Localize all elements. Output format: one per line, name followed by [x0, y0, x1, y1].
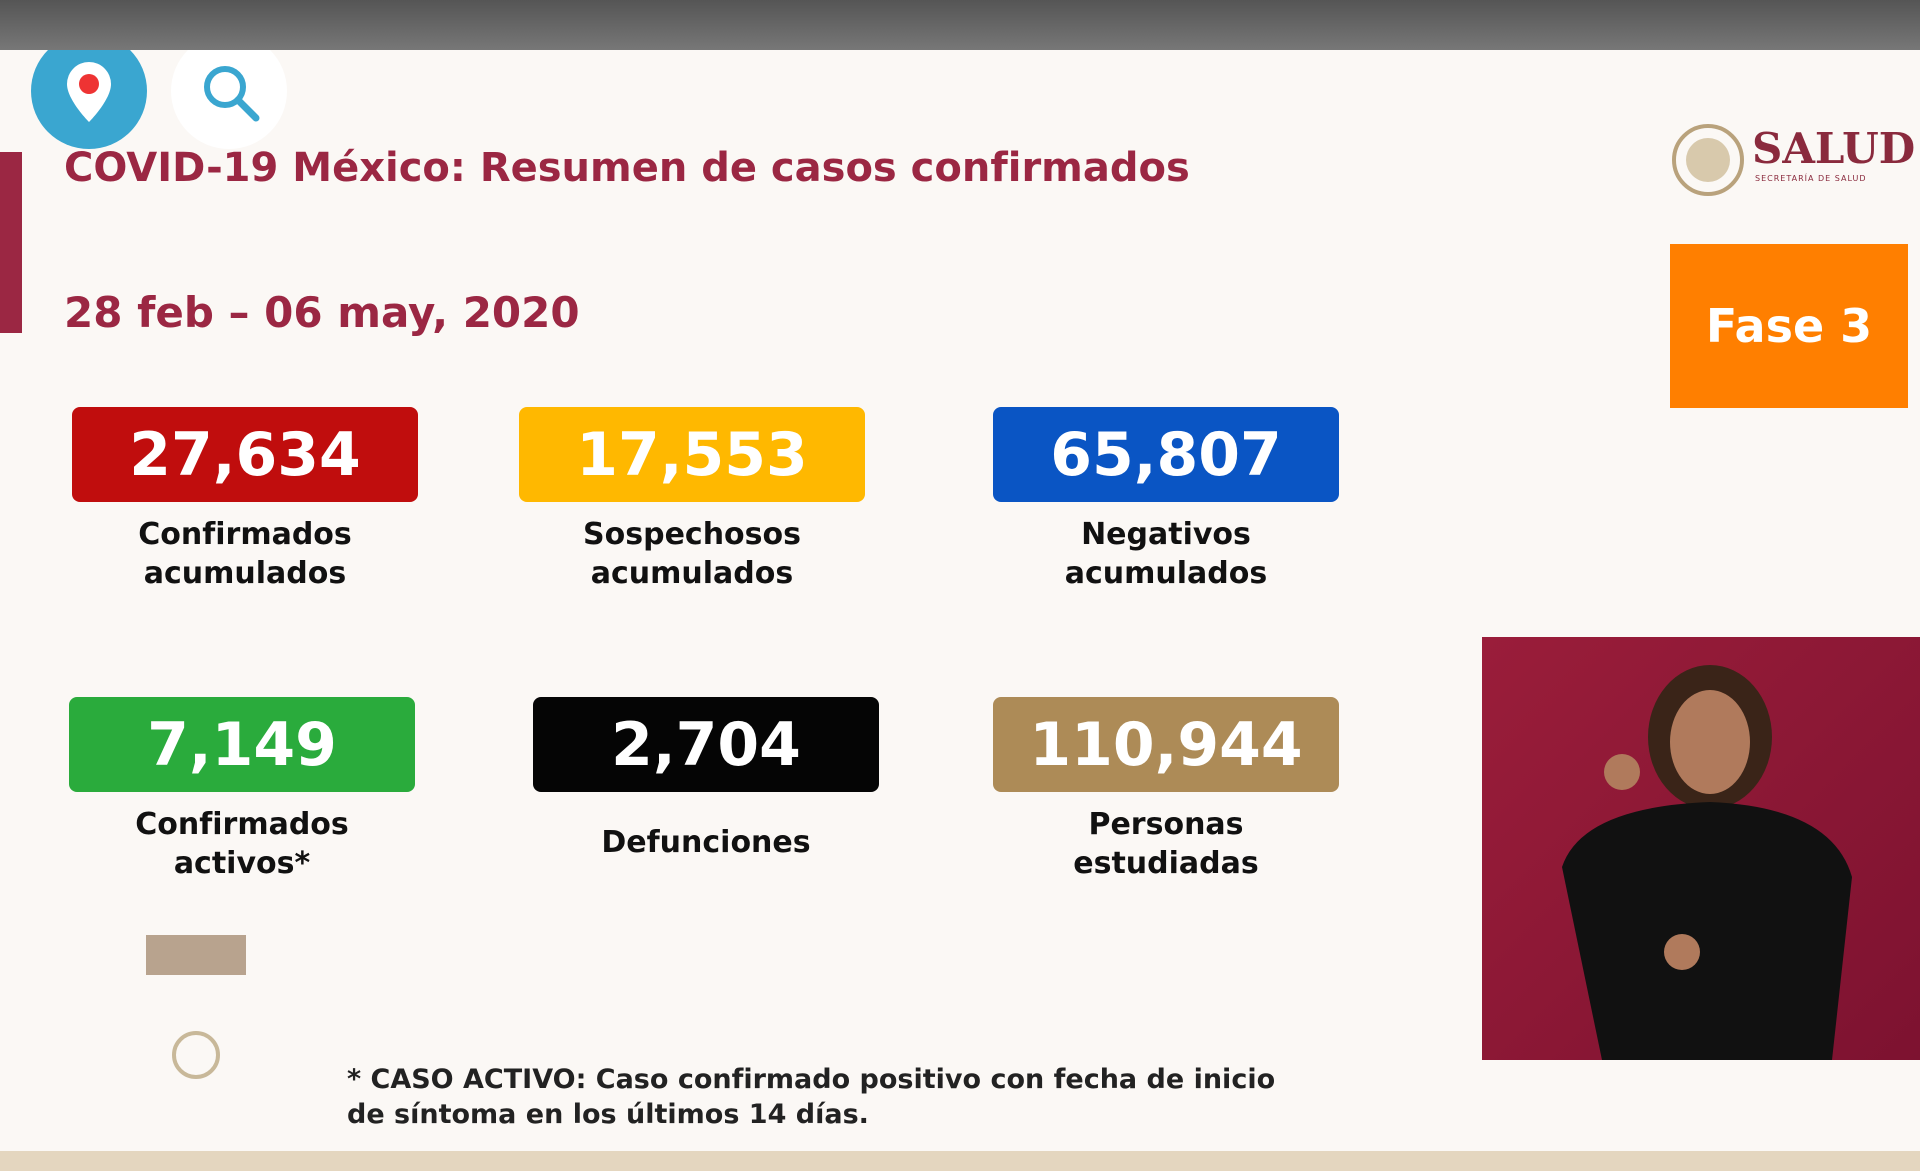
- stat-label-line: acumulados: [143, 556, 347, 591]
- stat-label: Negativos acumulados: [966, 515, 1366, 593]
- search-handle: [234, 96, 260, 122]
- stat-label: Confirmados acumulados: [45, 515, 445, 593]
- accent-bar: [0, 152, 22, 333]
- bottom-bar: [0, 1151, 1920, 1171]
- footnote-line: de síntoma en los últimos 14 días.: [347, 1099, 869, 1130]
- stat-label-line: activos*: [173, 846, 311, 881]
- date: 28 feb – 06 may, 2020: [64, 288, 580, 337]
- gov-logo: [146, 935, 246, 1079]
- title: COVID-19 México: Resumen de casos confir…: [64, 145, 1190, 191]
- stat-value: 65,807: [993, 407, 1339, 502]
- logo-subtitle: SECRETARÍA DE SALUD: [1755, 174, 1867, 183]
- stat-value: 7,149: [69, 697, 415, 792]
- search-button[interactable]: [171, 50, 287, 149]
- stat-value: 2,704: [533, 697, 879, 792]
- stat-label: Sospechosos acumulados: [492, 515, 892, 593]
- stat-label: Confirmados activos*: [42, 805, 442, 883]
- footnote: * CASO ACTIVO: Caso confirmado positivo …: [347, 1062, 1275, 1132]
- app-icons: [31, 50, 287, 149]
- interpreter: [1562, 665, 1852, 1060]
- top-bar: [0, 0, 1920, 50]
- sign-language-video: [1482, 637, 1920, 1060]
- stat-value: 17,553: [519, 407, 865, 502]
- stat-label-line: Confirmados: [135, 807, 349, 842]
- stat-label-line: Confirmados: [138, 517, 352, 552]
- stat-label-line: Defunciones: [601, 825, 811, 860]
- stat-value: 27,634: [72, 407, 418, 502]
- search-icon: [204, 66, 246, 108]
- stat-value: 110,944: [993, 697, 1339, 792]
- footnote-line: * CASO ACTIVO: Caso confirmado positivo …: [347, 1064, 1276, 1095]
- seal: [1672, 124, 1744, 196]
- stat-label: Personas estudiadas: [966, 805, 1366, 883]
- stat-label-line: Sospechosos: [583, 517, 801, 552]
- stat-label-line: acumulados: [1064, 556, 1268, 591]
- stat-label-line: acumulados: [590, 556, 794, 591]
- stat-label-line: Personas: [1088, 807, 1244, 842]
- logo-name: SALUD: [1752, 124, 1916, 173]
- stat-label-line: Negativos: [1081, 517, 1251, 552]
- stat-label: Defunciones: [506, 823, 906, 862]
- phase-badge: Fase 3: [1670, 244, 1908, 408]
- periscope-dot: [79, 74, 99, 94]
- stat-label-line: estudiadas: [1073, 846, 1259, 881]
